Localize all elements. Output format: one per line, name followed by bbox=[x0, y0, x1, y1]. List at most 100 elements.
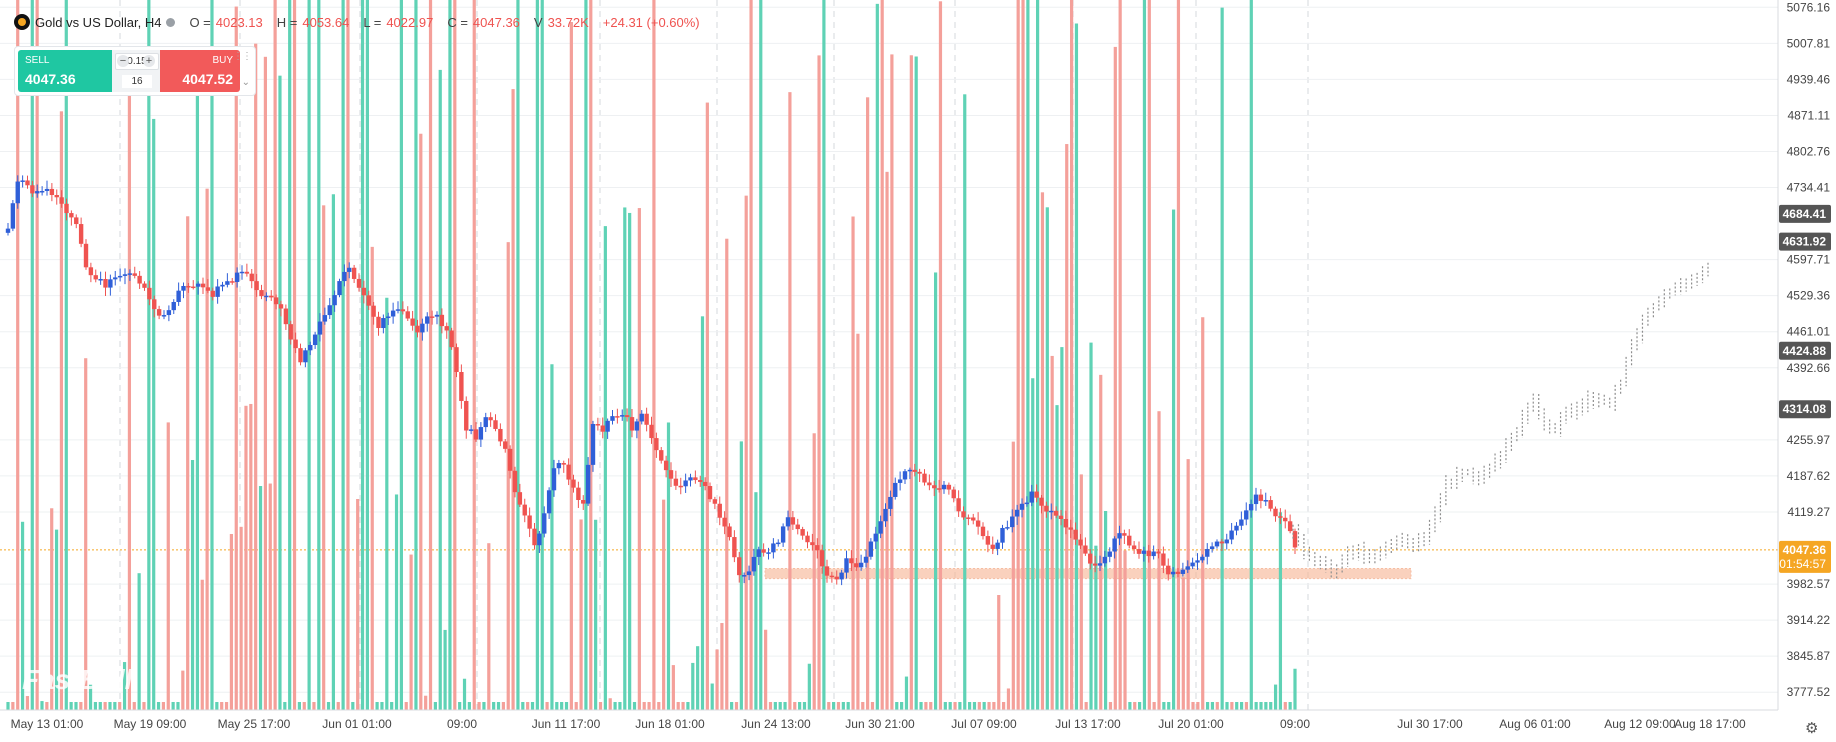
candle-body bbox=[83, 243, 89, 268]
candle-body bbox=[498, 428, 503, 442]
candle-body bbox=[683, 480, 688, 487]
volume-bar bbox=[360, 0, 365, 711]
candle-body bbox=[191, 286, 196, 289]
candle-body bbox=[1253, 494, 1259, 505]
volume-bar bbox=[603, 226, 607, 710]
volume-bar bbox=[963, 94, 967, 711]
sell-button[interactable]: SELL 4047.36 bbox=[18, 50, 112, 92]
low-label: L = bbox=[363, 14, 382, 30]
symbol-title[interactable]: Gold vs US Dollar, H4 bbox=[35, 14, 162, 30]
volume-bar bbox=[365, 0, 369, 710]
y-tick-label: 4187.62 bbox=[1787, 469, 1831, 483]
volume-bar bbox=[118, 702, 122, 710]
volume-bar bbox=[132, 702, 136, 710]
volume-bar bbox=[851, 216, 855, 710]
volume-bar bbox=[652, 0, 656, 710]
chevron-down-icon[interactable]: ⌄ bbox=[241, 77, 250, 88]
buy-button[interactable]: BUY 4047.52 bbox=[160, 50, 240, 92]
candle-body bbox=[1292, 531, 1298, 548]
volume-bar bbox=[1084, 702, 1088, 710]
volume-bar bbox=[462, 678, 467, 710]
volume-bar bbox=[458, 702, 462, 710]
candle-body bbox=[444, 326, 449, 331]
candle-body bbox=[1141, 550, 1147, 554]
candle-body bbox=[1049, 510, 1054, 513]
candle-body bbox=[980, 526, 986, 537]
volume-bar bbox=[1162, 702, 1166, 710]
candle-body bbox=[668, 470, 674, 479]
x-tick-label: Jun 24 13:00 bbox=[741, 717, 811, 731]
candle-body bbox=[1283, 517, 1288, 522]
candle-body bbox=[429, 316, 435, 318]
price-badge-label: 4424.88 bbox=[1783, 344, 1827, 358]
volume-bar bbox=[268, 483, 272, 710]
x-tick-label: Aug 06 01:00 bbox=[1499, 717, 1571, 731]
candle-body bbox=[1029, 491, 1034, 503]
volume-bar bbox=[909, 55, 913, 711]
volume-bar bbox=[181, 670, 185, 710]
volume-bar bbox=[16, 0, 20, 710]
y-tick-label: 3777.52 bbox=[1787, 685, 1831, 699]
x-tick-label: Jul 20 01:00 bbox=[1158, 717, 1224, 731]
volume-bar bbox=[370, 246, 374, 710]
volume-bar bbox=[710, 683, 714, 710]
volume-bars bbox=[6, 0, 1297, 711]
volume-bar bbox=[700, 316, 705, 710]
candle-body bbox=[839, 572, 844, 580]
volume-bar bbox=[492, 702, 496, 710]
volume-bar bbox=[506, 242, 510, 711]
candle-body bbox=[605, 420, 610, 432]
volume-bar bbox=[448, 0, 452, 710]
candle-body bbox=[473, 429, 479, 440]
volume-bar bbox=[88, 684, 93, 710]
candle-body bbox=[576, 487, 581, 500]
candle-body bbox=[639, 413, 644, 422]
high-value: 4053.64 bbox=[302, 14, 350, 30]
volume-bar bbox=[1254, 702, 1258, 710]
y-tick-label: 4392.66 bbox=[1787, 361, 1831, 375]
candle-body bbox=[815, 545, 820, 551]
volume-bar bbox=[628, 212, 632, 710]
volume-bar bbox=[1142, 0, 1147, 710]
volume-bar bbox=[530, 702, 535, 710]
price-badge bbox=[1779, 400, 1831, 419]
volume-bar bbox=[637, 208, 641, 710]
volume-bar bbox=[550, 364, 554, 710]
volume-bar bbox=[841, 702, 845, 710]
candle-body bbox=[293, 339, 298, 349]
candle-body bbox=[1200, 556, 1205, 561]
volume-bar bbox=[720, 623, 724, 710]
quantity-plus-button[interactable]: + bbox=[143, 55, 155, 67]
candle-body bbox=[1112, 538, 1117, 552]
projection-candles bbox=[1292, 262, 1709, 581]
candle-body bbox=[1127, 535, 1132, 546]
volume-bar bbox=[832, 702, 836, 710]
candle-body bbox=[1214, 541, 1220, 547]
candle-body bbox=[59, 197, 64, 204]
candle-body bbox=[25, 180, 30, 186]
candle-body bbox=[1146, 550, 1151, 557]
volume-bar bbox=[341, 0, 345, 711]
volume-bar bbox=[171, 702, 175, 710]
candle-body bbox=[478, 427, 484, 440]
candle-body bbox=[659, 450, 664, 461]
volume-bar bbox=[385, 297, 389, 710]
candle-body bbox=[1248, 504, 1254, 511]
candle-body bbox=[420, 323, 425, 333]
volume-bar bbox=[399, 0, 403, 711]
volume-bar bbox=[496, 702, 501, 710]
volume-bar bbox=[768, 702, 773, 710]
candle-body bbox=[244, 271, 250, 274]
x-tick-label: Jul 30 17:00 bbox=[1397, 717, 1463, 731]
drag-handle-icon[interactable]: ⋮⋮ bbox=[233, 51, 252, 62]
volume-bar bbox=[380, 702, 384, 710]
volume-bar bbox=[166, 422, 170, 710]
gear-icon[interactable]: ⚙ bbox=[1805, 720, 1819, 737]
volume-bar bbox=[127, 84, 132, 711]
y-tick-label: 4461.01 bbox=[1787, 325, 1831, 339]
candle-body bbox=[1073, 529, 1078, 540]
candle-body bbox=[702, 481, 708, 487]
candle-body bbox=[1136, 549, 1142, 554]
quantity-minus-button[interactable]: − bbox=[117, 55, 129, 67]
